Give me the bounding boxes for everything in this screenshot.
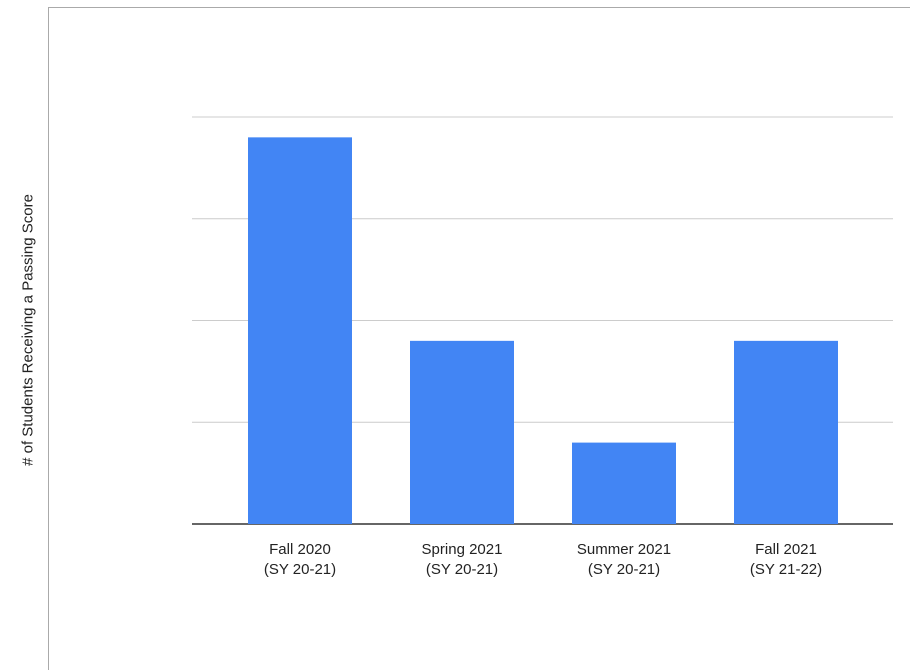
bar <box>410 341 514 524</box>
x-tick-label: Fall 2020 (SY 20-21) <box>225 540 375 580</box>
x-tick-label: Fall 2021 (SY 21-22) <box>711 540 861 580</box>
bar <box>734 341 838 524</box>
x-tick-label: Spring 2021 (SY 20-21) <box>387 540 537 580</box>
bar <box>572 443 676 524</box>
page: {"chart_data": {"type": "bar", "y_label"… <box>0 0 912 672</box>
bar <box>248 137 352 524</box>
x-tick-label: Summer 2021 (SY 20-21) <box>549 540 699 580</box>
